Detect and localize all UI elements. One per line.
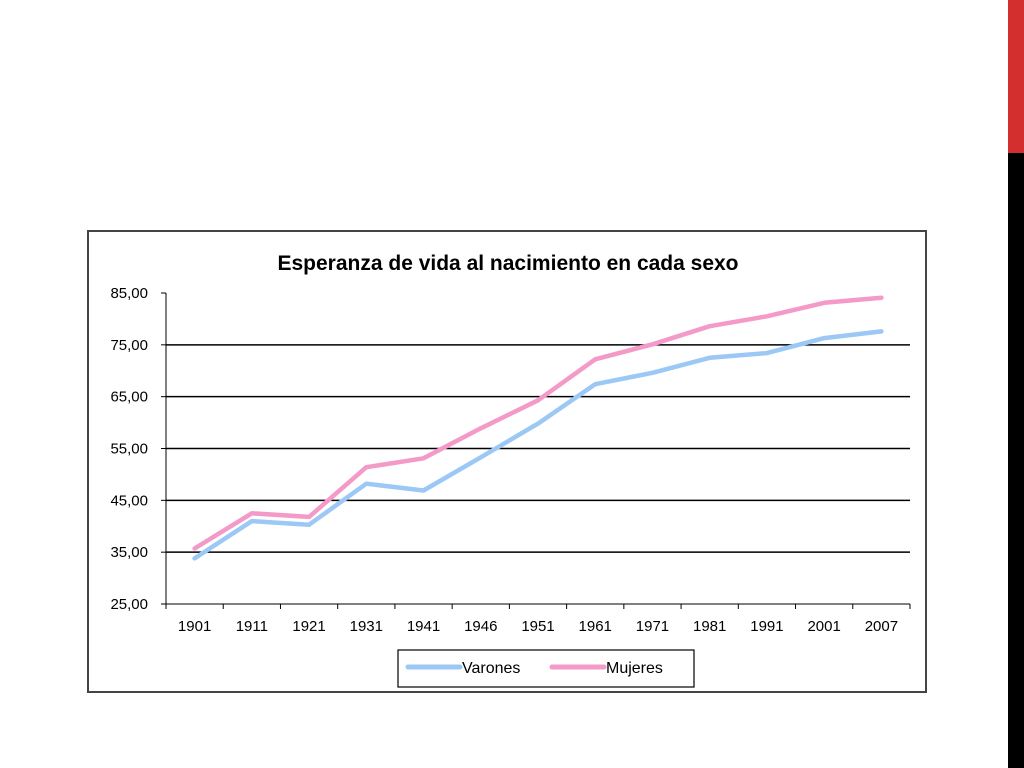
x-tick-label: 1951 — [521, 618, 554, 635]
y-tick-label: 65,00 — [110, 389, 148, 406]
x-tick-label: 1941 — [407, 618, 440, 635]
x-tick-label: 2001 — [807, 618, 840, 635]
series-line-mujeres — [192, 295, 884, 551]
y-tick-label: 45,00 — [110, 492, 148, 509]
x-tick-label: 1961 — [579, 618, 612, 635]
chart-title: Esperanza de vida al nacimiento en cada … — [277, 252, 738, 275]
axes — [161, 292, 911, 609]
x-tick-label: 1981 — [693, 618, 726, 635]
y-tick-label: 35,00 — [110, 544, 148, 561]
x-tick-label: 1991 — [750, 618, 783, 635]
y-tick-label: 85,00 — [110, 285, 148, 302]
y-tick-labels: 25,00 35,00 45,00 55,00 65,00 75,00 85,00 — [110, 285, 148, 613]
x-tick-labels: 1901 1911 1921 1931 1941 1946 1951 1961 1971 1981… — [178, 618, 898, 635]
legend: Varones Mujeres — [397, 649, 695, 688]
slide-side-bar — [1008, 0, 1024, 768]
y-tick-label: 75,00 — [110, 337, 148, 354]
x-tick-label: 1901 — [178, 618, 211, 635]
x-tick-label: 1921 — [292, 618, 325, 635]
legend-label-mujeres: Mujeres — [606, 660, 663, 677]
grid-lines — [166, 344, 910, 553]
chart-frame — [87, 230, 927, 693]
x-tick-label: 1946 — [464, 618, 497, 635]
x-tick-label: 1931 — [350, 618, 383, 635]
legend-label-varones: Varones — [462, 660, 520, 677]
series-line-varones — [192, 329, 884, 561]
series-lines — [192, 295, 884, 561]
y-tick-label: 55,00 — [110, 441, 148, 458]
x-tick-label: 1911 — [236, 618, 268, 635]
x-tick-label: 2007 — [865, 618, 898, 635]
slide-side-accent — [1008, 0, 1024, 153]
x-tick-label: 1971 — [636, 618, 669, 635]
y-tick-label: 25,00 — [110, 596, 148, 613]
